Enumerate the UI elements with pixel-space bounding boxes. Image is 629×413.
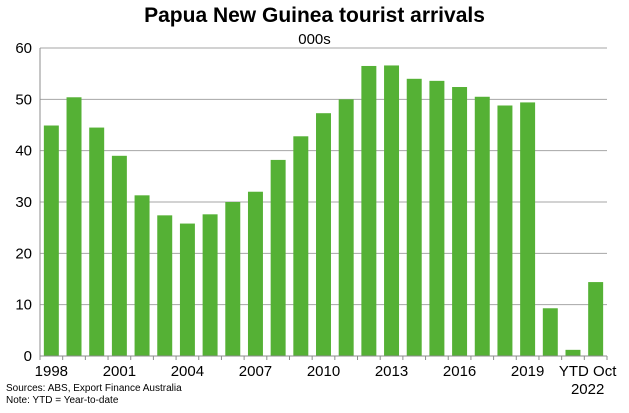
bar-2011	[338, 99, 354, 356]
bar-2021	[565, 349, 581, 356]
chart-notes: Sources: ABS, Export Finance Australia N…	[6, 383, 182, 407]
bar-2006	[225, 202, 241, 356]
x-tick-label: 2010	[307, 363, 340, 380]
x-tick-label: 2019	[511, 363, 544, 380]
x-tick-label: 2013	[375, 363, 408, 380]
bar-2018	[497, 105, 513, 356]
y-tick-label: 30	[15, 194, 32, 211]
y-tick-labels: 0 10 20 30 40 50 60	[15, 40, 32, 365]
ytd-note: Note: YTD = Year-to-date	[6, 395, 119, 406]
bar-2012	[361, 65, 377, 356]
bar-2007	[247, 191, 263, 356]
y-tick-label: 20	[15, 245, 32, 262]
bars	[43, 65, 604, 357]
bar-2009	[293, 136, 309, 356]
bar-2008	[270, 159, 286, 356]
axes	[39, 48, 608, 360]
bar-2016	[452, 87, 468, 356]
bar-2003	[157, 215, 173, 356]
bar-2002	[134, 195, 150, 356]
chart-subtitle: 000s	[298, 31, 331, 48]
bar-2004	[179, 223, 195, 356]
y-tick-label: 40	[15, 143, 32, 160]
x-tick-label: 2004	[171, 363, 204, 380]
x-tick-label: 2001	[103, 363, 136, 380]
bar-2000	[89, 127, 105, 356]
y-tick-label: 10	[15, 297, 32, 314]
x-tick-label: 2007	[239, 363, 272, 380]
bar-2010	[316, 113, 331, 357]
x-tick-label-ytd: 2022	[571, 381, 604, 398]
chart-title: Papua New Guinea tourist arrivals	[144, 4, 485, 27]
bar-1999	[66, 97, 82, 356]
y-tick-label: 0	[24, 348, 32, 365]
x-tick-label: 1998	[35, 363, 68, 380]
bar-2019	[520, 102, 536, 356]
x-tick-label-ytd: YTD Oct	[559, 363, 617, 380]
bar-2005	[202, 214, 218, 356]
bar-1998	[43, 125, 59, 356]
x-tick-labels: 1998 2001 2004 2007 2010 2013 2016 2019 YTD Oct2…	[35, 363, 618, 398]
bar-2001	[111, 155, 127, 356]
bar-2017	[474, 96, 490, 357]
bar-2020	[542, 308, 558, 356]
y-tick-label: 60	[15, 40, 32, 57]
y-tick-label: 50	[15, 91, 32, 108]
bar-2015	[429, 80, 445, 356]
bar-2014	[406, 78, 422, 357]
bar-ytd-oct-2022	[588, 282, 604, 356]
sources-note: Sources: ABS, Export Finance Australia	[6, 383, 182, 394]
bar-2013	[384, 65, 400, 356]
x-tick-label: 2016	[443, 363, 476, 380]
